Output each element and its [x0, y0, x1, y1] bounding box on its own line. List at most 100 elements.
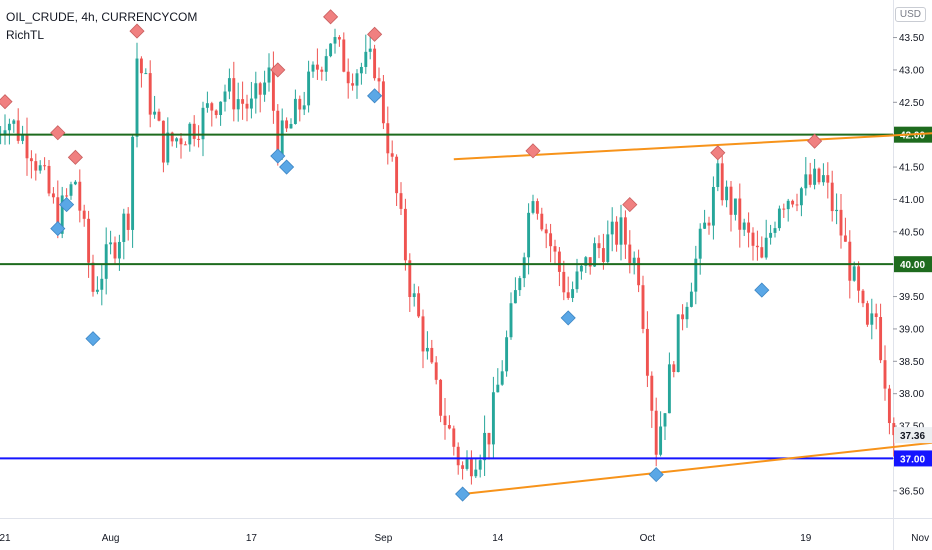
candle-body: [236, 99, 240, 110]
candle-body: [760, 247, 764, 258]
swing-low-marker: [59, 197, 75, 213]
candle-body: [21, 134, 25, 141]
candle-body: [390, 153, 394, 157]
candle-body: [830, 182, 834, 212]
currency-button[interactable]: USD: [894, 7, 926, 22]
candle-body: [43, 165, 47, 167]
candle-body: [804, 174, 808, 189]
candle-body: [333, 37, 337, 44]
candle-body: [73, 181, 77, 185]
candle-body: [263, 82, 267, 95]
candle-body: [170, 132, 174, 142]
candle-body: [346, 71, 350, 84]
indicator-label[interactable]: RichTL: [6, 28, 45, 42]
candle-body: [808, 174, 812, 185]
x-tick-label: 14: [492, 533, 504, 544]
candle-body: [403, 208, 407, 261]
swing-low-marker: [270, 148, 286, 164]
candle-body: [126, 213, 130, 230]
y-tick-label: 42.50: [899, 98, 924, 109]
candle-body: [38, 165, 42, 171]
swing-high-marker: [525, 143, 541, 159]
candle-body: [254, 83, 258, 99]
candle-body: [139, 58, 143, 74]
swing-low-marker: [367, 88, 383, 104]
candle-body: [747, 222, 751, 233]
candle-body: [3, 130, 7, 135]
candle-body: [597, 243, 601, 249]
candle-body: [513, 290, 517, 304]
candle-body: [672, 364, 676, 372]
candle-body: [113, 242, 117, 259]
trendline-upper-channel: [453, 132, 932, 161]
candle-body: [60, 195, 64, 234]
swing-low-marker: [455, 486, 471, 502]
candle-body: [29, 158, 33, 162]
x-tick-label: Nov: [911, 533, 929, 544]
swing-high-marker: [323, 9, 339, 25]
candle-body: [852, 266, 856, 281]
candle-body: [223, 91, 227, 102]
candle-body: [82, 210, 86, 219]
candle-body: [835, 209, 839, 212]
candle-body: [298, 98, 302, 110]
y-tick-label: 37.50: [899, 422, 924, 433]
candle-body: [439, 379, 443, 416]
candle-body: [258, 83, 262, 95]
candle-body: [241, 99, 245, 104]
candle-body: [201, 107, 205, 140]
candle-body: [87, 218, 91, 263]
candle-body: [821, 175, 825, 183]
candle-body: [430, 347, 434, 363]
swing-high-marker: [270, 62, 286, 78]
x-tick-label: Sep: [375, 533, 393, 544]
x-tick-label: 21: [0, 533, 11, 544]
candle-body: [166, 132, 170, 163]
swing-low-marker: [560, 310, 576, 326]
candle-body: [7, 123, 11, 131]
candle-body: [619, 217, 623, 245]
candle-body: [197, 138, 201, 140]
candle-body: [742, 222, 746, 230]
candle-body: [817, 168, 821, 183]
candle-body: [69, 184, 73, 196]
candle-body: [461, 465, 465, 469]
candle-body: [289, 123, 293, 129]
candle-body: [161, 120, 165, 163]
y-tick-label: 36.50: [899, 486, 924, 497]
candle-body: [857, 266, 861, 291]
candle-body: [782, 208, 786, 210]
last-price-label: 37.36: [900, 431, 925, 442]
candle-body: [689, 291, 693, 307]
y-tick-label: 40.50: [899, 227, 924, 238]
y-tick-label: 43.50: [899, 33, 924, 44]
candle-body: [104, 244, 108, 279]
candle-body: [628, 244, 632, 263]
candle-body: [399, 193, 403, 209]
candle-body: [540, 213, 544, 230]
candle-body: [553, 246, 557, 252]
symbol-title[interactable]: OIL_CRUDE, 4h, CURRENCYCOM: [6, 10, 198, 24]
x-tick-label: Aug: [102, 533, 120, 544]
candle-body: [109, 242, 113, 245]
candle-body: [227, 78, 231, 92]
candle-body: [496, 384, 500, 393]
swing-high-marker: [710, 145, 726, 161]
candle-body: [320, 69, 324, 72]
candle-body: [575, 271, 579, 290]
candle-body: [183, 144, 187, 146]
candle-body: [848, 241, 852, 281]
candle-body: [795, 204, 799, 206]
candle-body: [117, 241, 121, 259]
swing-high-marker: [50, 125, 66, 141]
candle-body: [566, 292, 570, 298]
candle-body: [667, 364, 671, 414]
level-badge: [894, 450, 932, 467]
level-badge-label: 37.00: [900, 454, 925, 465]
candle-body: [531, 201, 535, 213]
candle-body: [16, 120, 20, 141]
y-tick-label: 38.00: [899, 389, 924, 400]
candle-body: [78, 181, 82, 211]
